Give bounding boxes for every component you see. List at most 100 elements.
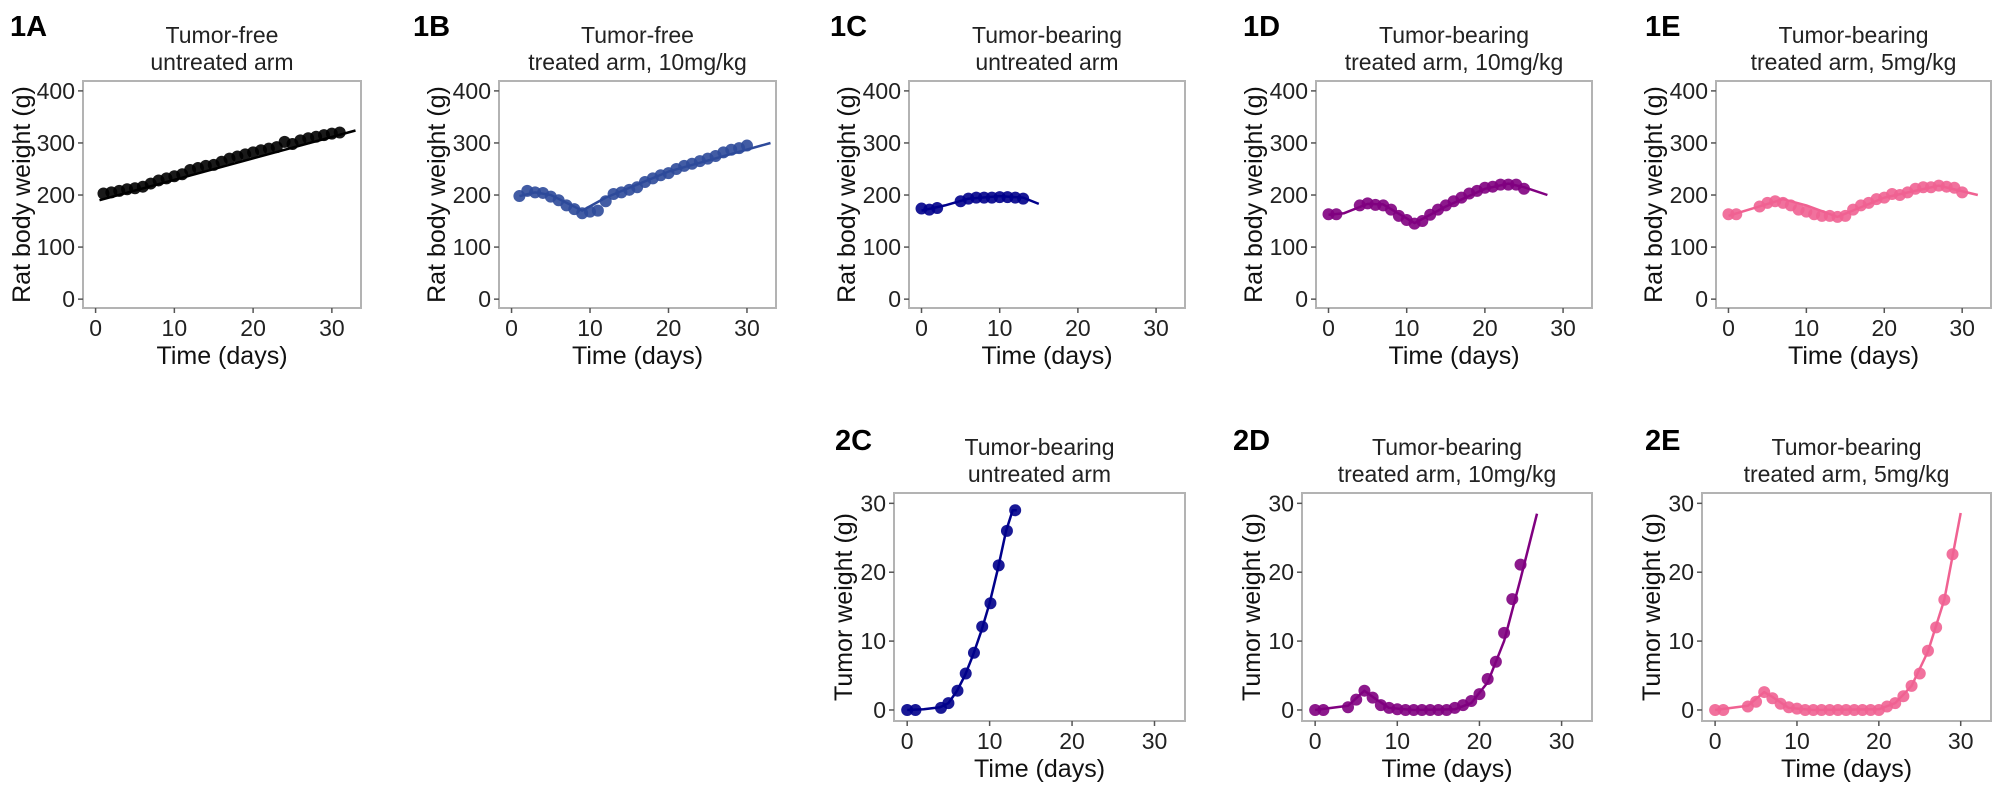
data-point <box>740 139 753 152</box>
x-tick-label: 20 <box>1065 315 1091 341</box>
data-point <box>1750 695 1763 708</box>
y-axis-title: Rat body weight (g) <box>1640 86 1668 303</box>
y-tick-label: 100 <box>37 234 75 260</box>
data-point <box>942 697 955 710</box>
y-axis-title: Rat body weight (g) <box>833 86 861 303</box>
data-point <box>1938 593 1951 606</box>
data-point <box>984 597 997 610</box>
data-point <box>1358 684 1371 697</box>
x-tick-label: 30 <box>1948 728 1974 754</box>
x-tick-label: 0 <box>505 315 518 341</box>
data-point <box>1350 693 1363 706</box>
data-point <box>1897 690 1910 703</box>
data-point <box>959 667 972 680</box>
y-tick-label: 10 <box>860 628 886 654</box>
y-tick-label: 10 <box>1668 628 1694 654</box>
panel-title-line: treated arm, 5mg/kg <box>1751 49 1957 75</box>
x-axis-title: Time (days) <box>1388 342 1519 370</box>
x-tick-label: 20 <box>1059 728 1085 754</box>
y-tick-label: 20 <box>1268 559 1294 585</box>
y-tick-label: 400 <box>1270 78 1308 104</box>
data-point <box>1309 703 1322 716</box>
x-axis-title: Time (days) <box>1381 755 1512 783</box>
y-tick-label: 30 <box>1268 490 1294 516</box>
y-axis-title: Rat body weight (g) <box>1240 86 1268 303</box>
y-tick-label: 20 <box>1668 559 1694 585</box>
panel-title-line: Tumor-bearing <box>965 434 1115 460</box>
data-point <box>1399 703 1412 716</box>
panel-title-line: Tumor-free <box>166 22 279 48</box>
x-tick-label: 0 <box>901 728 914 754</box>
panel-label: 1B <box>413 11 450 43</box>
data-point <box>1407 703 1420 716</box>
panel-label: 2D <box>1233 425 1270 457</box>
data-point <box>1481 672 1494 685</box>
data-point <box>1913 667 1926 680</box>
y-tick-label: 0 <box>1295 286 1308 312</box>
data-point <box>1000 524 1013 537</box>
data-point <box>1489 655 1502 668</box>
x-tick-label: 30 <box>734 315 760 341</box>
data-point <box>591 204 604 217</box>
x-tick-label: 20 <box>656 315 682 341</box>
x-tick-label: 10 <box>577 315 603 341</box>
x-tick-label: 0 <box>1322 315 1335 341</box>
panel-label: 1C <box>830 11 867 43</box>
y-tick-label: 100 <box>1270 234 1308 260</box>
x-tick-label: 10 <box>1794 315 1820 341</box>
x-tick-label: 0 <box>1309 728 1322 754</box>
y-axis-title: Tumor weight (g) <box>830 513 858 701</box>
x-axis-title: Time (days) <box>974 755 1105 783</box>
panel-label: 1A <box>10 11 47 43</box>
data-point <box>599 195 612 208</box>
x-tick-label: 0 <box>915 315 928 341</box>
data-point <box>1930 621 1943 634</box>
y-tick-label: 400 <box>863 78 901 104</box>
plot-frame <box>1301 492 1593 722</box>
x-tick-label: 20 <box>1472 315 1498 341</box>
y-tick-label: 400 <box>453 78 491 104</box>
x-tick-label: 0 <box>1722 315 1735 341</box>
data-point <box>951 684 964 697</box>
x-tick-label: 10 <box>1385 728 1411 754</box>
y-tick-label: 0 <box>1695 286 1708 312</box>
y-tick-label: 300 <box>37 130 75 156</box>
x-tick-label: 10 <box>162 315 188 341</box>
y-axis-title: Tumor weight (g) <box>1238 513 1266 701</box>
x-tick-label: 0 <box>89 315 102 341</box>
y-tick-label: 10 <box>1268 628 1294 654</box>
x-tick-label: 20 <box>1467 728 1493 754</box>
panel-title-line: treated arm, 5mg/kg <box>1744 461 1950 487</box>
x-tick-label: 20 <box>240 315 266 341</box>
data-point <box>1009 504 1022 517</box>
y-axis-title: Tumor weight (g) <box>1638 513 1666 701</box>
y-tick-label: 0 <box>478 286 491 312</box>
panel-title-line: treated arm, 10mg/kg <box>1345 49 1564 75</box>
y-tick-label: 200 <box>863 182 901 208</box>
data-point <box>967 646 980 659</box>
plot-frame <box>893 492 1186 722</box>
x-tick-label: 10 <box>977 728 1003 754</box>
plot-frame <box>908 80 1186 309</box>
y-tick-label: 0 <box>1681 697 1694 723</box>
panel-title-line: untreated arm <box>975 49 1118 75</box>
y-tick-label: 0 <box>1281 697 1294 723</box>
panel-label: 1D <box>1243 11 1280 43</box>
y-tick-label: 30 <box>1668 490 1694 516</box>
y-tick-label: 200 <box>453 182 491 208</box>
data-point <box>931 202 944 215</box>
data-point <box>1432 703 1445 716</box>
x-tick-label: 30 <box>1143 315 1169 341</box>
panel-label: 2E <box>1645 425 1680 457</box>
data-point <box>1317 703 1330 716</box>
data-point <box>1473 688 1486 701</box>
y-tick-label: 0 <box>873 697 886 723</box>
data-point <box>1717 703 1730 716</box>
x-tick-label: 20 <box>1866 728 1892 754</box>
x-axis-title: Time (days) <box>156 342 287 370</box>
